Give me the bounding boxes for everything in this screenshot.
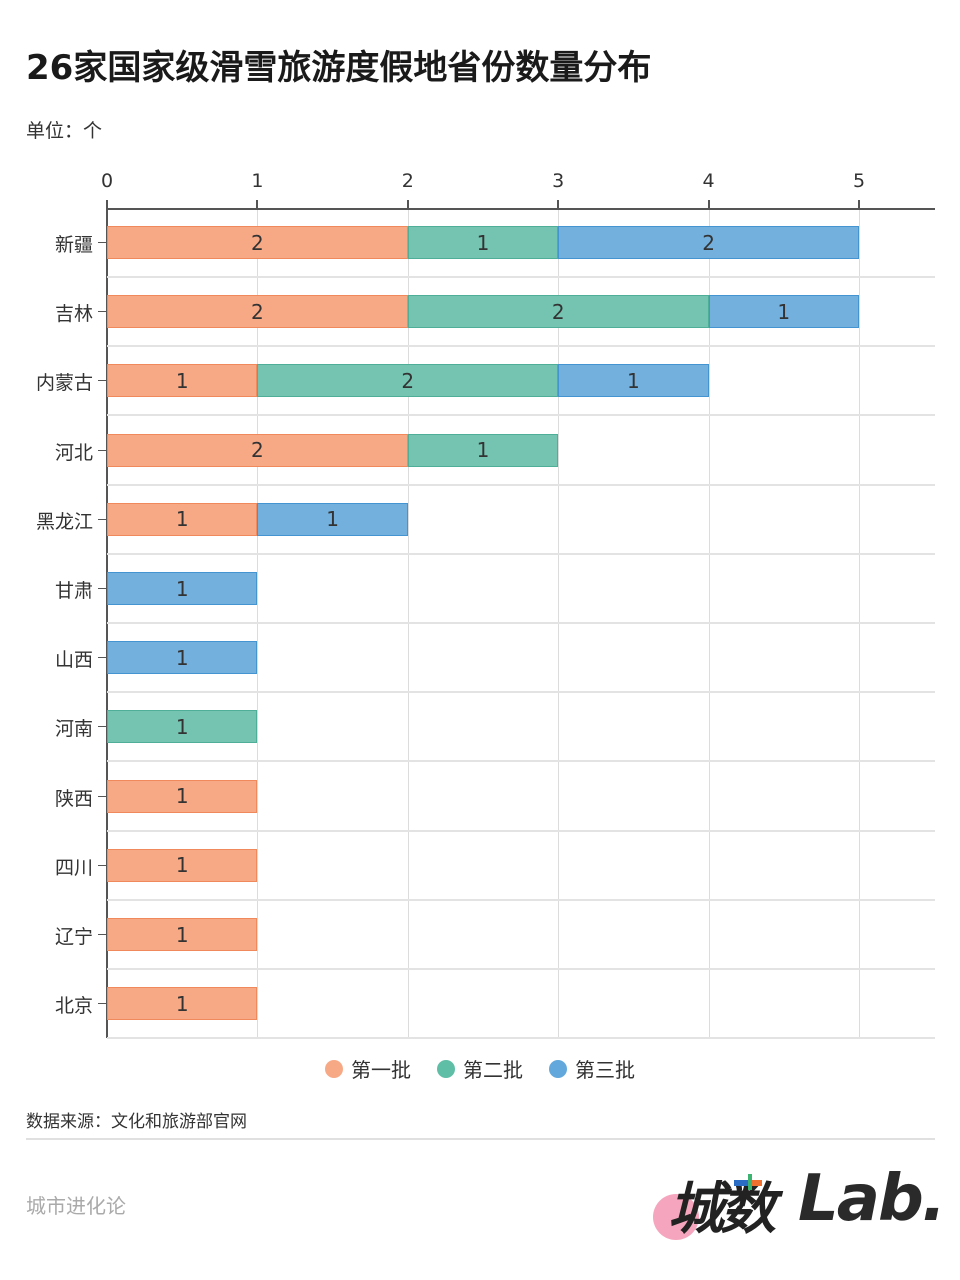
horizontal-gridline [107,552,935,555]
x-tick-mark [858,200,860,209]
footer-divider [26,1138,935,1140]
x-tick-label: 5 [852,170,866,192]
category-tick [98,449,106,451]
category-tick [98,380,106,382]
vertical-gridline [859,210,860,1038]
chart-legend: 第一批 第二批 第三批 [0,1054,960,1083]
horizontal-gridline [107,760,935,763]
category-label: 内蒙古 [35,372,93,395]
bar-segment-batch1: 1 [107,502,258,536]
category-label: 河北 [54,441,93,464]
bar-segment-batch1: 1 [107,779,258,813]
logo-accent-blue [734,1180,748,1186]
bar-segment-batch1: 2 [107,295,408,329]
category-tick [98,242,106,243]
category-tick [98,795,106,797]
legend-label: 第二批 [463,1058,523,1082]
bar-segment-batch1: 2 [107,226,408,259]
category-label: 河南 [54,718,93,741]
legend-dot-icon [549,1059,567,1078]
horizontal-gridline [107,829,935,832]
bar-segment-batch3: 1 [107,641,258,675]
data-source: 数据来源：文化和旅游部官网 [26,1112,247,1132]
bar-segment-batch3: 2 [558,226,859,259]
brand-name: 城市进化论 [26,1194,126,1218]
horizontal-gridline [107,276,935,278]
vertical-gridline [407,210,409,1038]
category-tick [98,588,106,589]
x-tick-label: 1 [251,170,264,192]
horizontal-gridline [107,1037,935,1040]
x-tick-label: 3 [552,170,565,192]
category-tick [98,657,106,659]
vertical-gridline [257,210,259,1038]
category-label: 四川 [54,856,93,879]
category-label: 北京 [54,995,93,1018]
x-tick-mark [106,200,108,209]
bar-segment-batch3: 1 [107,572,258,605]
legend-dot-icon [325,1059,343,1078]
category-label: 山西 [54,649,93,672]
horizontal-gridline [107,691,935,694]
x-axis-line [107,208,935,210]
category-label: 陕西 [54,787,93,810]
category-label: 甘肃 [54,580,93,602]
x-tick-mark [256,200,259,209]
bar-segment-batch1: 1 [107,364,258,398]
horizontal-gridline [107,622,935,624]
logo-circle-icon [653,1194,699,1240]
bar-segment-batch3: 1 [708,295,859,329]
stacked-bar-chart: 0 1 2 3 4 5 新疆 2 1 2 吉林 2 2 1 内蒙古 1 2 1 河北 2 1 黑龙江 1 1 甘肃 1 山西 1 河南 1… [35,170,935,1040]
bar-segment-batch3: 1 [558,364,709,398]
x-tick-label: 0 [100,170,114,192]
horizontal-gridline [107,968,935,970]
category-tick [98,1003,106,1005]
category-tick [98,726,106,728]
legend-item-batch1: 第一批 [325,1054,411,1083]
category-label: 黑龙江 [35,510,93,533]
legend-item-batch3: 第三批 [549,1054,635,1083]
category-label: 新疆 [54,234,93,256]
bar-segment-batch2: 1 [107,710,258,744]
logo-accent-orange [752,1180,762,1186]
vertical-gridline [558,210,560,1038]
horizontal-gridline [107,898,935,901]
bar-segment-batch2: 2 [407,295,709,329]
legend-dot-icon [437,1059,455,1078]
bar-segment-batch1: 1 [107,918,258,951]
logo-cn-text: 城数 [668,1177,776,1242]
horizontal-gridline [107,414,935,417]
legend-label: 第一批 [351,1058,411,1082]
category-tick [98,518,106,520]
bar-segment-batch1: 2 [107,433,408,467]
x-tick-label: 4 [702,170,715,192]
legend-item-batch2: 第二批 [437,1054,523,1083]
legend-label: 第三批 [575,1058,635,1082]
bar-segment-batch2: 1 [407,433,559,467]
logo-accent-green [748,1174,752,1190]
horizontal-gridline [107,345,935,348]
logo: 城数 Lab. [650,1160,946,1250]
unit-label: 单位：个 [26,120,103,142]
bar-segment-batch3: 1 [257,502,408,536]
x-tick-label: 2 [401,170,414,192]
y-axis-line [106,200,108,1038]
x-tick-mark [557,200,560,209]
bar-segment-batch2: 2 [257,364,559,398]
category-tick [98,934,106,935]
category-tick [98,311,106,313]
category-label: 吉林 [54,303,93,326]
bar-segment-batch1: 1 [107,987,258,1021]
bar-segment-batch1: 1 [107,848,258,882]
horizontal-gridline [107,483,935,486]
chart-title: 26家国家级滑雪旅游度假地省份数量分布 [26,48,652,88]
category-label: 辽宁 [54,926,93,948]
bar-segment-batch2: 1 [407,226,559,259]
category-tick [98,864,106,866]
x-tick-mark [406,200,409,209]
vertical-gridline [708,210,710,1038]
logo-lab-text: Lab. [798,1162,946,1236]
x-tick-mark [707,200,710,209]
